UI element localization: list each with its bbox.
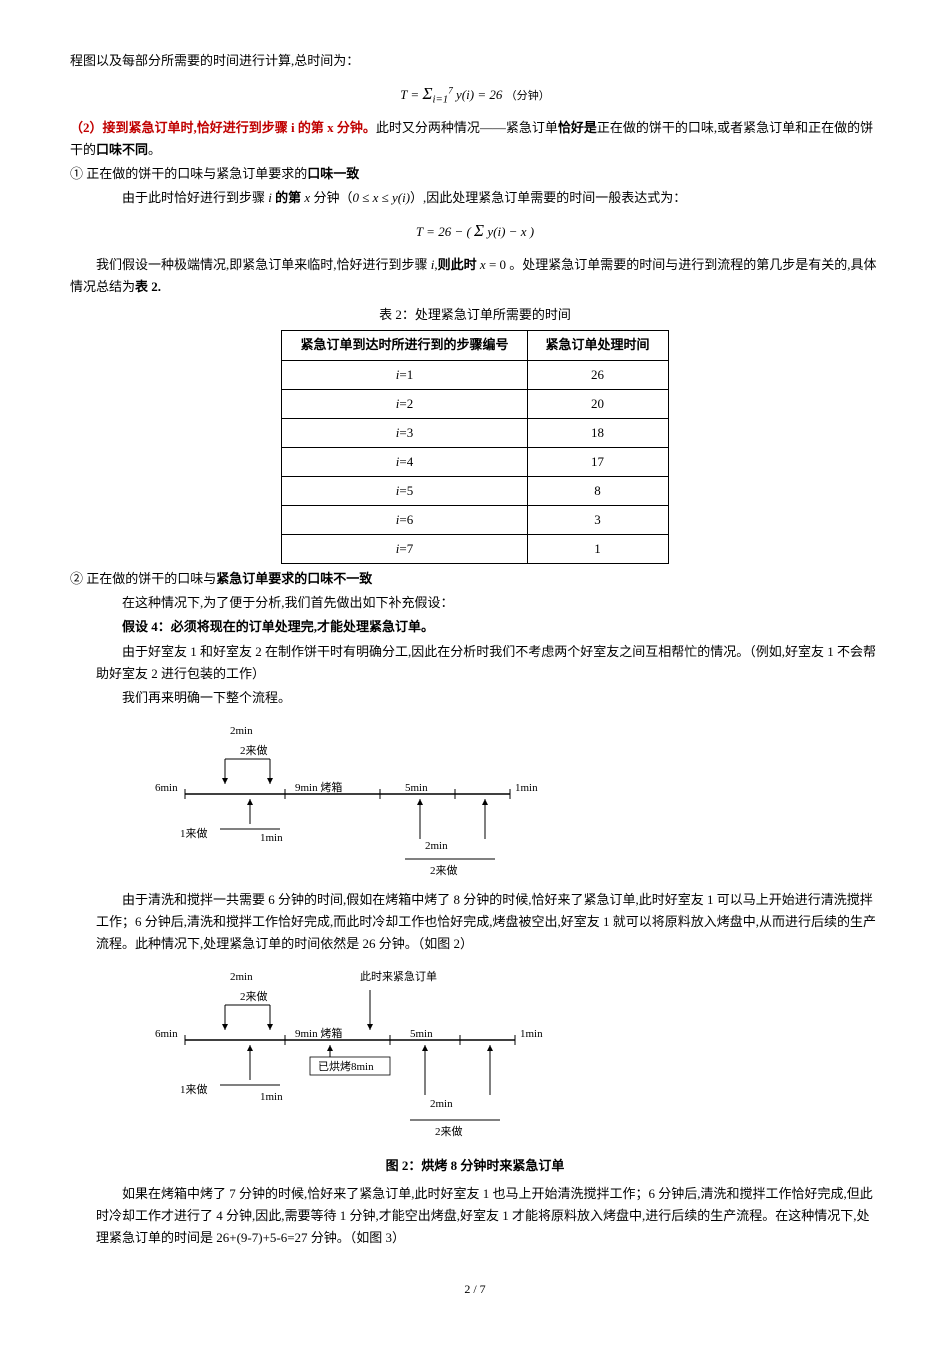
table-cell: 3 [527,506,668,535]
table-row: i=417 [282,447,668,476]
case-1-line-1: 由于此时恰好进行到步骤 i 的第 x 分钟（0 ≤ x ≤ y(i)）,因此处理… [96,187,880,209]
label-5min: 5min [410,1028,433,1040]
case-1-title: ① 正在做的饼干的口味与紧急订单要求的口味一致 [70,163,880,185]
label-baked8: 已烘烤8min [318,1059,374,1073]
case-2-line-2: 由于好室友 1 和好室友 2 在制作饼干时有明确分工,因此在分析时我们不考虑两个… [96,641,880,685]
table-cell: 8 [527,476,668,505]
table-cell: 26 [527,360,668,389]
table-cell: i=6 [282,506,527,535]
table-header: 紧急订单到达时所进行到的步骤编号 [282,331,527,360]
table-cell: 17 [527,447,668,476]
label-6min: 6min [155,1028,178,1040]
label-2do-b: 2来做 [430,863,458,877]
table-cell: 20 [527,389,668,418]
para-after-fig2: 如果在烤箱中烤了 7 分钟的时候,恰好来了紧急订单,此时好室友 1 也马上开始清… [96,1183,880,1249]
label-2do: 2来做 [240,743,268,757]
table-cell: i=7 [282,535,527,564]
table-row: i=126 [282,360,668,389]
page-number: 2 / 7 [70,1279,880,1299]
case-2-title: ② 正在做的饼干的口味与紧急订单要求的口味不一致 [70,568,880,590]
table-row: i=63 [282,506,668,535]
label-2min-b: 2min [425,840,448,852]
label-2min: 2min [230,725,253,737]
label-2min: 2min [230,971,253,983]
label-1do: 1来做 [180,826,208,840]
table-row: i=58 [282,476,668,505]
label-2do: 2来做 [240,989,268,1003]
label-5min: 5min [405,782,428,794]
label-6min: 6min [155,782,178,794]
label-9min: 9min 烤箱 [295,780,342,794]
table-cell: i=5 [282,476,527,505]
label-1min-r: 1min [515,782,538,794]
section-2-heading: （2）接到紧急订单时,恰好进行到步骤 i 的第 x 分钟。此时又分两种情况——紧… [70,117,880,161]
table-cell: 18 [527,418,668,447]
assumption-4: 假设 4：必须将现在的订单处理完,才能处理紧急订单。 [96,616,880,638]
figure-1: 2min 2来做 6min 9min 烤箱 5min 1min 1来做 1min… [70,719,880,879]
formula-2: T = 26 − ( Σ y(i) − x ) [70,217,880,246]
figure-2-caption: 图 2：烘烤 8 分钟时来紧急订单 [70,1155,880,1177]
top-line: 程图以及每部分所需要的时间进行计算,总时间为： [70,50,880,72]
table-cell: i=1 [282,360,527,389]
label-1do: 1来做 [180,1082,208,1096]
label-1min: 1min [260,832,283,844]
label-2do-b: 2来做 [435,1124,463,1138]
case-2-line-1: 在这种情况下,为了便于分析,我们首先做出如下补充假设： [96,592,880,614]
formula-1: T = Σi=17 y(i) = 26 （分钟） [70,80,880,109]
table-cell: i=2 [282,389,527,418]
label-1min: 1min [260,1091,283,1103]
table-header: 紧急订单处理时间 [527,331,668,360]
table-row: i=220 [282,389,668,418]
table-cell: i=3 [282,418,527,447]
label-2min-b: 2min [430,1098,453,1110]
case-2-line-3: 我们再来明确一下整个流程。 [96,687,880,709]
table-row: i=318 [282,418,668,447]
case-1-line-2: 我们假设一种极端情况,即紧急订单来临时,恰好进行到步骤 i,则此时 x = 0 … [70,254,880,298]
para-after-fig1: 由于清洗和搅拌一共需要 6 分钟的时间,假如在烤箱中烤了 8 分钟的时候,恰好来… [96,889,880,955]
table-2: 紧急订单到达时所进行到的步骤编号 紧急订单处理时间 i=126i=220i=31… [281,330,668,564]
table-row: i=71 [282,535,668,564]
table-cell: 1 [527,535,668,564]
label-9min: 9min 烤箱 [295,1026,342,1040]
table-cell: i=4 [282,447,527,476]
figure-2: 2min 此时来紧急订单 2来做 6min 9min 烤箱 5min 1min … [70,965,880,1145]
label-1min-r: 1min [520,1028,543,1040]
table-2-caption: 表 2：处理紧急订单所需要的时间 [70,304,880,326]
label-urgent: 此时来紧急订单 [360,969,437,983]
